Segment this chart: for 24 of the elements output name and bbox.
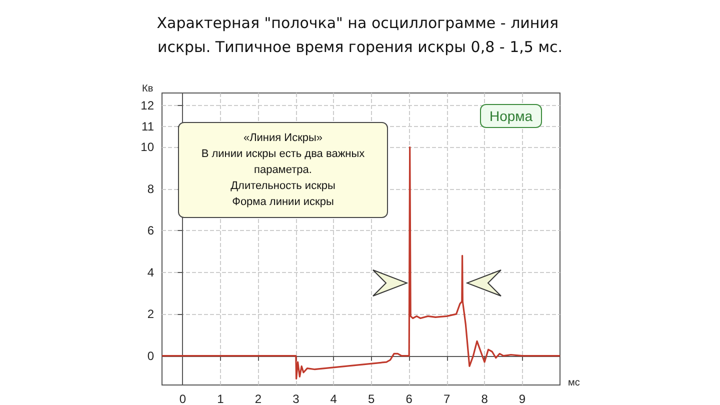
x-tick-label: 1 [217, 392, 224, 405]
y-tick-label: 6 [147, 224, 154, 238]
y-tick-label: 11 [142, 119, 154, 134]
note-box: «Линия Искры» В линии искры есть два важных параметра. Длительность искры Форма линии искры [178, 122, 388, 218]
x-tick-label: 0 [179, 392, 186, 405]
line-series [161, 146, 561, 380]
chart-title: Характерная "полочка" на осциллограмме - линия искры. Типичное время горения искры 0,8 - 1,5 мс. [156, 14, 564, 56]
x-tick-label: 5 [368, 392, 376, 405]
x-tick-label: 6 [406, 392, 413, 405]
y-tick-label: 0 [147, 348, 154, 363]
x-tick-label: 9 [518, 392, 526, 405]
y-tick-label: 12 [140, 98, 154, 113]
y-tick-label: 4 [147, 265, 154, 280]
x-tick-label: 3 [292, 392, 300, 405]
x-axis-title: мс [568, 378, 580, 388]
y-tick-label: 8 [147, 182, 154, 196]
y-axis-title: Кв [142, 84, 154, 94]
x-tick-label: 8 [481, 392, 488, 405]
x-tick-label: 4 [330, 392, 338, 405]
y-tick-label: 2 [147, 307, 154, 322]
label-box: Норма [480, 104, 542, 128]
x-tick-label: 2 [254, 392, 262, 405]
y-tick-label: 10 [140, 140, 154, 154]
x-tick-label: 7 [443, 392, 450, 405]
